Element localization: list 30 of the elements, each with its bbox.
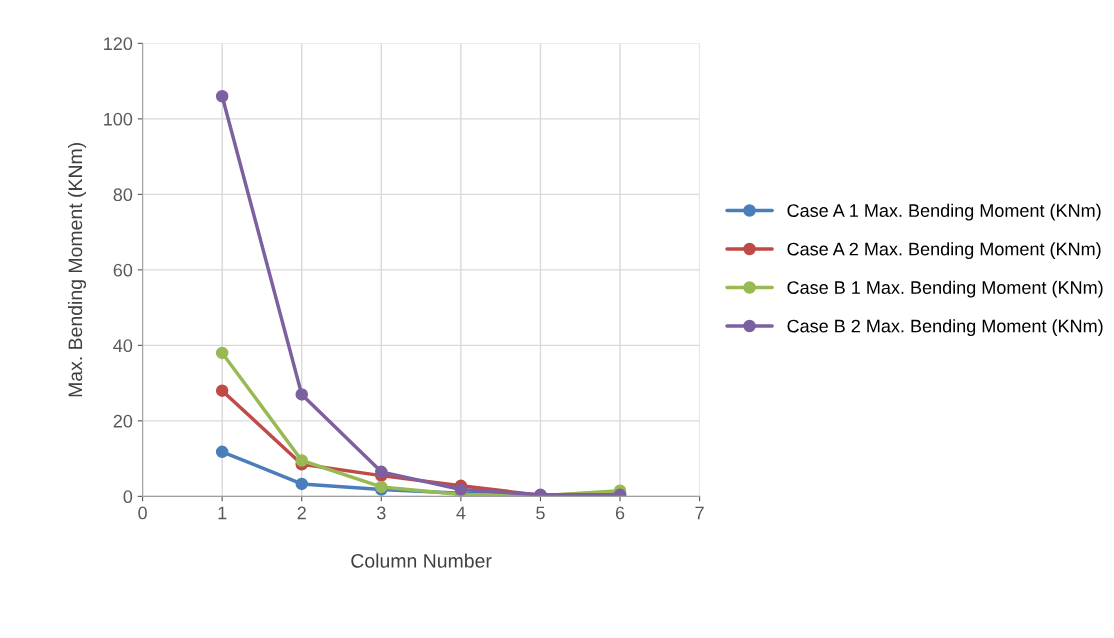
y-axis-title: Max. Bending Moment (KNm) — [67, 143, 87, 397]
x-axis-title: Column Number — [351, 553, 492, 568]
x-tick-label: 7 — [695, 506, 704, 520]
x-tick-label: 5 — [536, 506, 545, 520]
y-tick-label: 20 — [113, 414, 133, 428]
point — [295, 477, 308, 491]
point — [215, 445, 229, 459]
y-tick-label: 80 — [113, 188, 133, 202]
x-tick-label: 2 — [297, 506, 306, 520]
legend-label: Case A 1 Max. Bending Moment (KNm) — [787, 203, 1101, 221]
point — [454, 483, 468, 496]
y-tick-label: 0 — [123, 490, 133, 504]
x-tick-label: 1 — [218, 506, 227, 520]
point — [215, 346, 229, 360]
x-tick-label: 0 — [138, 506, 147, 520]
x-tick-label: 3 — [376, 506, 386, 520]
y-tick-label: 40 — [113, 339, 133, 353]
point — [295, 454, 308, 467]
point — [375, 465, 388, 479]
y-tick-label: 60 — [113, 263, 133, 277]
legend-label: Case B 2 Max. Bending Moment (KNm) — [787, 319, 1103, 337]
point — [215, 89, 229, 103]
y-tick-label: 100 — [104, 112, 133, 126]
legend-label: Case A 2 Max. Bending Moment (KNm) — [787, 242, 1101, 260]
legend-label: Case B 1 Max. Bending Moment (KNm) — [787, 280, 1103, 298]
point — [215, 384, 229, 397]
x-tick-label: 6 — [615, 506, 625, 520]
x-tick-label: 4 — [456, 506, 466, 520]
y-tick-label: 120 — [104, 37, 133, 51]
point — [295, 388, 308, 401]
